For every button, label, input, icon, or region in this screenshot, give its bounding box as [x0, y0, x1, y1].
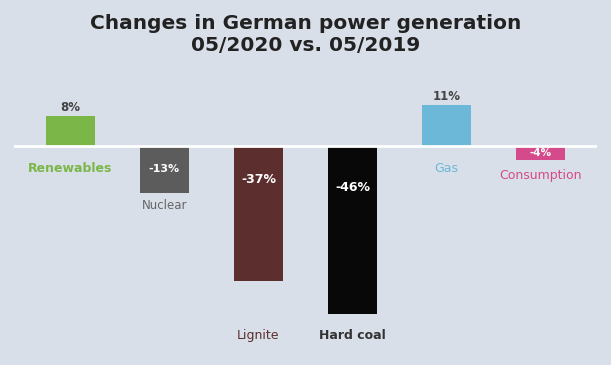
Text: 8%: 8%: [60, 101, 80, 114]
Text: Lignite: Lignite: [237, 329, 280, 342]
Bar: [234, 146, 283, 281]
Bar: [422, 105, 471, 146]
Text: -4%: -4%: [530, 148, 552, 158]
Text: Consumption: Consumption: [499, 169, 582, 182]
Bar: [516, 146, 565, 160]
Text: Gas: Gas: [434, 162, 459, 175]
Bar: [328, 146, 377, 314]
Text: Hard coal: Hard coal: [319, 329, 386, 342]
Text: Nuclear: Nuclear: [142, 199, 187, 212]
Text: -13%: -13%: [149, 164, 180, 174]
Title: Changes in German power generation
05/2020 vs. 05/2019: Changes in German power generation 05/20…: [90, 14, 521, 55]
Text: -37%: -37%: [241, 173, 276, 186]
Text: 11%: 11%: [433, 89, 461, 103]
Text: Renewables: Renewables: [28, 162, 112, 175]
Text: -46%: -46%: [335, 181, 370, 194]
Bar: [140, 146, 189, 193]
Bar: [46, 116, 95, 146]
